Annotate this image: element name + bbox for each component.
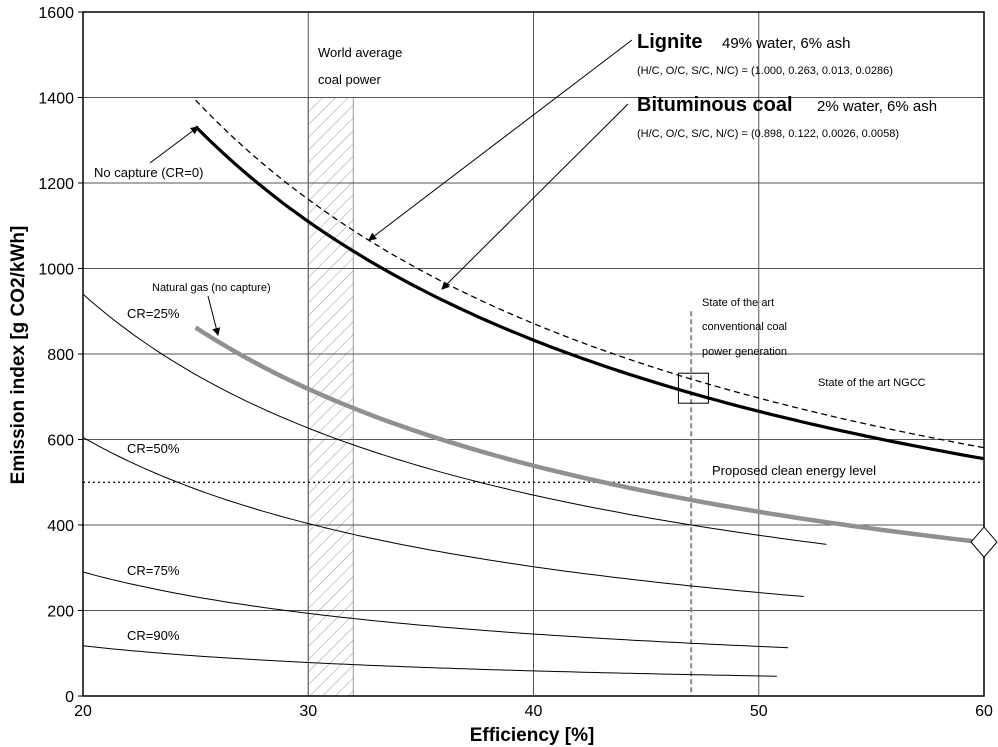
- lignite-title: Lignite: [637, 31, 703, 53]
- markers: [677, 372, 998, 558]
- annotations: Lignite 49% water, 6% ash (H/C, O/C, S/C…: [94, 31, 937, 643]
- clean-energy-label: Proposed clean energy level: [712, 463, 876, 478]
- lignite-pointer-arrow: [368, 39, 633, 241]
- y-tick-label: 1600: [38, 5, 74, 22]
- y-tick-label: 1000: [38, 262, 74, 279]
- bituminous-title: Bituminous coal: [637, 94, 793, 116]
- x-tick-label: 40: [525, 703, 543, 720]
- ngcc-marker: [970, 526, 998, 558]
- series-line-3: [82, 293, 827, 545]
- natural-gas-label: Natural gas (no capture): [152, 282, 271, 294]
- bituminous-desc: 2% water, 6% ash: [817, 98, 937, 115]
- cr75-label: CR=75%: [127, 563, 180, 578]
- world-average-label-line2: coal power: [318, 72, 382, 87]
- ngcc-label: State of the art NGCC: [818, 377, 926, 389]
- lignite-desc: 49% water, 6% ash: [722, 35, 850, 52]
- no-capture-pointer-arrow: [149, 126, 199, 164]
- y-tick-label: 800: [47, 347, 74, 364]
- natural-gas-pointer-arrow: [207, 295, 221, 336]
- x-axis-title: Efficiency [%]: [470, 725, 595, 746]
- x-tick-label: 50: [750, 703, 768, 720]
- series-line-5: [82, 571, 789, 649]
- y-tick-label: 1400: [38, 91, 74, 108]
- bituminous-ratios: (H/C, O/C, S/C, N/C) = (0.898, 0.122, 0.…: [637, 128, 899, 140]
- y-axis-title: Emission index [g CO2/kWh]: [8, 226, 29, 485]
- lignite-ratios: (H/C, O/C, S/C, N/C) = (1.000, 0.263, 0.…: [637, 65, 893, 77]
- cr25-label: CR=25%: [127, 306, 180, 321]
- y-tick-label: 1200: [38, 176, 74, 193]
- series-line-0: [195, 99, 985, 449]
- sota-label-line2: conventional coal: [702, 321, 787, 333]
- bituminous-pointer-arrow: [441, 103, 629, 290]
- x-tick-label: 60: [975, 703, 993, 720]
- no-capture-label: No capture (CR=0): [94, 165, 203, 180]
- y-tick-label: 200: [47, 604, 74, 621]
- series-line-4: [82, 436, 804, 597]
- state-of-the-art-coal-marker: [677, 372, 709, 404]
- series-line-1: [194, 125, 985, 461]
- series-line-6: [82, 645, 777, 677]
- y-tick-label: 0: [65, 689, 74, 706]
- x-tick-label: 20: [74, 703, 92, 720]
- cr90-label: CR=90%: [127, 628, 180, 643]
- y-tick-label: 600: [47, 433, 74, 450]
- sota-label-line1: State of the art: [702, 297, 774, 309]
- cr50-label: CR=50%: [127, 441, 180, 456]
- series-lines: [82, 99, 985, 677]
- world-average-label-line1: World average: [318, 45, 402, 60]
- y-tick-label: 400: [47, 518, 74, 535]
- sota-label-line3: power generation: [702, 346, 787, 358]
- x-tick-label: 30: [299, 703, 317, 720]
- series-line-2: [194, 325, 985, 545]
